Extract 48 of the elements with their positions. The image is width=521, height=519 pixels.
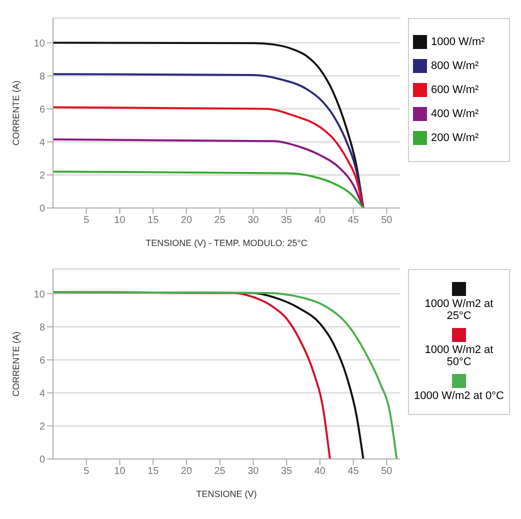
legend-label: 800 W/m²: [431, 60, 479, 72]
legend-label: 400 W/m²: [431, 108, 479, 120]
x-tick-label: 5: [84, 215, 90, 226]
y-tick-label: 8: [39, 322, 46, 334]
line-series: [53, 138, 364, 208]
x-tick-label: 50: [381, 215, 393, 226]
x-tick-label: 45: [348, 215, 360, 226]
x-tick-label: 15: [148, 466, 160, 478]
x-tick-label: 40: [314, 215, 326, 226]
x-axis-title: TENSIONE (V): [196, 489, 257, 499]
y-tick-label: 4: [39, 388, 46, 400]
line-series: [53, 106, 364, 208]
legend-label: 1000 W/m2 at 0°C: [413, 390, 505, 402]
x-tick-label: 30: [248, 215, 260, 226]
legend-label: 1000 W/m²: [431, 36, 485, 48]
y-tick-label: 6: [39, 104, 46, 116]
y-tick-label: 2: [39, 422, 46, 433]
x-tick-label: 5: [84, 466, 90, 478]
y-tick-label: 6: [39, 355, 46, 366]
y-axis-title: CORRENTE (A): [11, 332, 22, 396]
line-series: [53, 170, 364, 208]
legend-label: 1000 W/m2 at 50°C: [424, 344, 494, 368]
y-tick-label: 0: [39, 204, 46, 215]
x-tick-label: 50: [381, 466, 393, 478]
legend-label: 600 W/m²: [431, 84, 479, 96]
y-tick-label: 0: [39, 454, 46, 466]
x-tick-label: 30: [248, 466, 260, 478]
y-tick-label: 8: [39, 71, 46, 82]
x-tick-label: 20: [180, 466, 192, 478]
x-axis-title: TENSIONE (V) - TEMP. MODULO: 25°C: [146, 238, 308, 248]
x-tick-label: 45: [348, 466, 360, 478]
line-series: [53, 73, 364, 208]
x-tick-label: 15: [148, 215, 160, 226]
legend-label: 1000 W/m2 at 25°C: [424, 298, 494, 322]
y-tick-label: 10: [34, 289, 46, 300]
x-tick-label: 10: [114, 215, 126, 226]
x-tick-label: 35: [280, 466, 293, 478]
x-tick-label: 25: [214, 215, 226, 226]
y-tick-label: 10: [34, 38, 46, 50]
x-tick-label: 25: [214, 466, 226, 478]
y-tick-label: 2: [39, 170, 46, 182]
x-tick-label: 35: [280, 215, 293, 226]
legend-label: 200 W/m²: [431, 132, 479, 144]
x-tick-label: 10: [114, 466, 126, 478]
x-tick-label: 40: [314, 466, 326, 478]
x-tick-label: 20: [180, 215, 192, 226]
y-axis-title: CORRENTE (A): [11, 80, 22, 146]
y-tick-label: 4: [39, 137, 46, 148]
